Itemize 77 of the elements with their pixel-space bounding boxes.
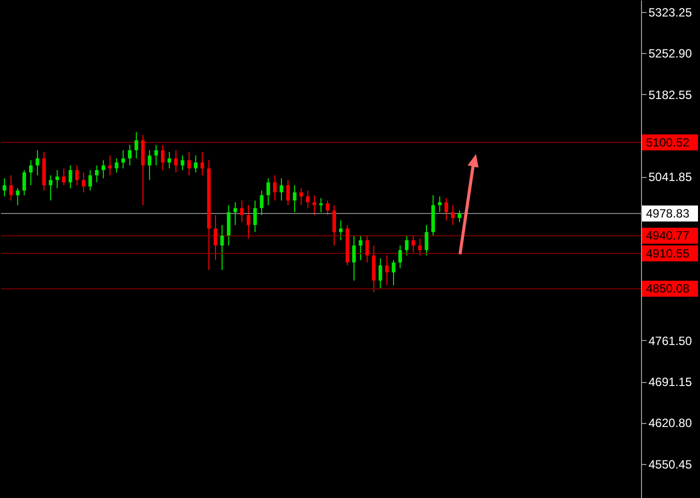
candlestick [187,151,191,176]
candlestick [94,164,99,183]
candlestick [214,214,218,261]
candlestick [412,235,416,254]
candlestick [200,151,204,176]
candlestick [253,200,257,233]
candlestick [438,196,442,213]
candlestick [22,170,26,196]
candlestick [286,180,290,206]
candlestick [424,224,428,256]
candlestick [226,204,230,246]
candlestick [68,164,72,189]
candlestick [458,210,462,223]
candlestick [121,150,125,169]
candlestick [398,244,402,269]
ref-line-label: 4910.55 [646,246,690,260]
candlestick [108,154,112,176]
candlestick [148,150,152,181]
candlestick [418,238,422,256]
candlestick [385,254,389,286]
y-tick-label: 5323.25 [648,6,692,20]
candlestick [168,151,172,169]
candlestick [134,132,138,159]
candlestick [332,204,336,246]
candlestick [444,198,448,221]
y-tick-label: 5182.55 [648,88,692,102]
candlestick [365,235,369,263]
candlestick [2,178,6,197]
candlestick [102,160,106,179]
candlestick [280,178,284,201]
candlestick [36,150,40,176]
candlestick [319,198,323,213]
candlestick [326,200,330,216]
candlestick [154,144,158,166]
candlestick [55,170,60,189]
ref-line-label: 4978.83 [646,206,690,220]
candlestick [404,235,409,256]
y-tick-label: 5252.90 [648,46,692,61]
y-tick-label: 4761.50 [648,334,692,348]
y-tick-label: 4550.45 [648,457,692,472]
candlestick [352,235,356,282]
candlestick [48,174,52,201]
candlestick [88,170,92,192]
candlestick [160,144,165,171]
candlestick [378,258,382,289]
ref-line-label: 4940.77 [646,228,690,243]
candlestick [114,158,118,173]
candlestick [220,224,224,271]
candlestick [338,220,343,241]
candlestick [392,260,396,286]
candlestick [246,204,250,239]
candlestick [9,174,13,201]
candlestick [62,168,66,186]
ref-line-label: 4850.08 [646,282,690,296]
candlestick [312,194,316,216]
candlestick [273,174,277,201]
candlestick [299,188,304,206]
y-tick-label: 5041.85 [648,170,692,184]
candlestick [128,144,132,166]
candlestick [266,178,270,206]
y-tick-label: 4620.80 [648,416,692,430]
candlestick [306,190,310,209]
candlestick [358,235,362,261]
candlestick [180,154,184,171]
candlestick [451,204,455,226]
candlestick [194,154,198,173]
candlestick [75,164,79,186]
candlestick [233,202,238,226]
candlestick [240,200,244,223]
candlestick [260,190,264,216]
candlestick [292,184,296,213]
candlestick [82,172,86,193]
y-tick-label: 4691.15 [648,375,692,390]
candlestick [16,188,20,206]
candlestick [29,160,33,186]
ref-line-label: 5100.52 [646,135,690,150]
candlestick [174,150,178,173]
